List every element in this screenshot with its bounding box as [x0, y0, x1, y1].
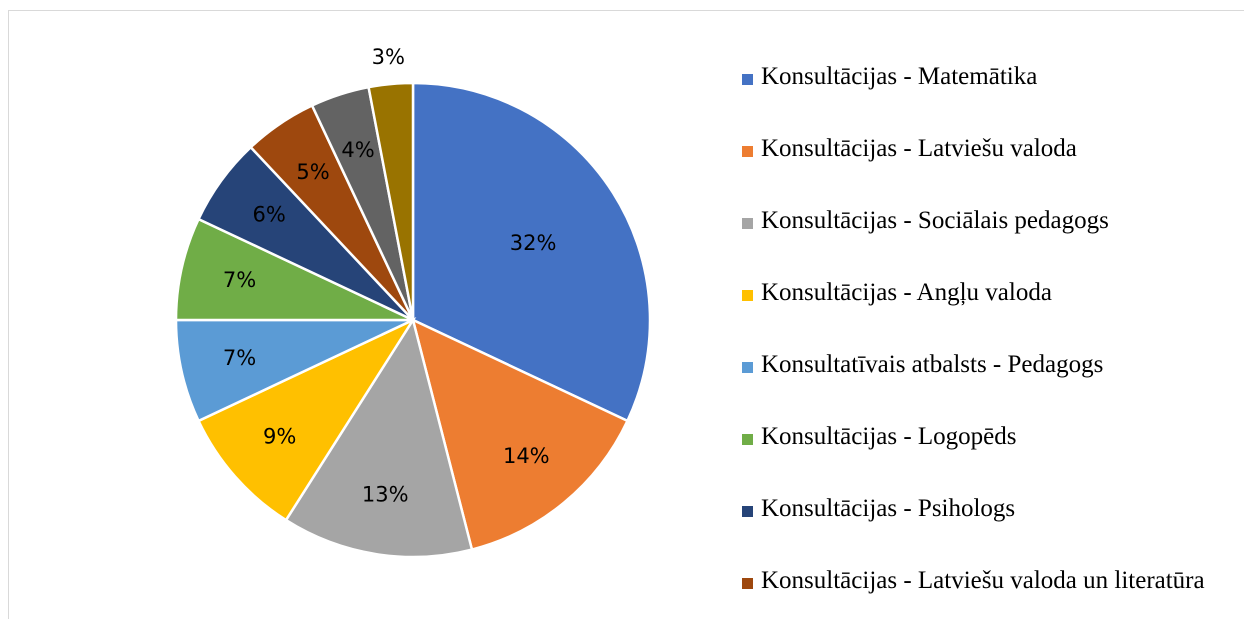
legend-item: Konsultācijas - Sociālais pedagogs — [742, 206, 1222, 278]
legend-label: Konsultācijas - Psihologs — [761, 494, 1216, 524]
page: {"chart_data": {"type": "pie", "categori… — [0, 0, 1244, 619]
data-label: 7% — [223, 346, 256, 370]
legend-swatch — [742, 74, 753, 85]
legend-label: Konsultatīvais atbalsts - Pedagogs — [761, 350, 1216, 380]
legend-label: Konsultācijas - Latviešu valoda — [761, 134, 1216, 164]
legend-item: Konsultācijas - Matemātika — [742, 62, 1222, 134]
data-label: 9% — [263, 425, 296, 449]
data-label: 4% — [341, 138, 374, 162]
data-label: 13% — [362, 483, 409, 507]
legend-item: Konsultācijas - Latviešu valoda — [742, 134, 1222, 206]
legend-swatch — [742, 506, 753, 517]
data-label: 32% — [510, 231, 557, 255]
data-label: 3% — [372, 45, 405, 69]
data-label: 14% — [503, 444, 550, 468]
data-label: 7% — [223, 268, 256, 292]
legend-swatch — [742, 434, 753, 445]
legend-swatch — [742, 578, 753, 589]
legend-swatch — [742, 290, 753, 301]
legend-item: Konsultācijas - Logopēds — [742, 422, 1222, 494]
legend-item: Konsultācijas - Latviešu valoda un liter… — [742, 566, 1222, 638]
legend-swatch — [742, 218, 753, 229]
legend-label: Konsultācijas - Latviešu valoda un liter… — [761, 566, 1216, 596]
legend-label: Konsultācijas - Matemātika — [761, 62, 1216, 92]
legend-swatch — [742, 146, 753, 157]
legend-item: Konsultācijas - Psihologs — [742, 494, 1222, 566]
legend-item: Konsultācijas - Angļu valoda — [742, 278, 1222, 350]
legend-item: Konsultatīvais atbalsts - Pedagogs — [742, 350, 1222, 422]
data-label: 5% — [296, 160, 329, 184]
legend-label: Konsultācijas - Sociālais pedagogs — [761, 206, 1216, 236]
legend-swatch — [742, 362, 753, 373]
legend-label: Konsultācijas - Logopēds — [761, 422, 1216, 452]
data-label: 6% — [253, 203, 286, 227]
legend-label: Konsultācijas - Angļu valoda — [761, 278, 1216, 308]
legend: Konsultācijas - Matemātika Konsultācijas … — [742, 62, 1222, 638]
